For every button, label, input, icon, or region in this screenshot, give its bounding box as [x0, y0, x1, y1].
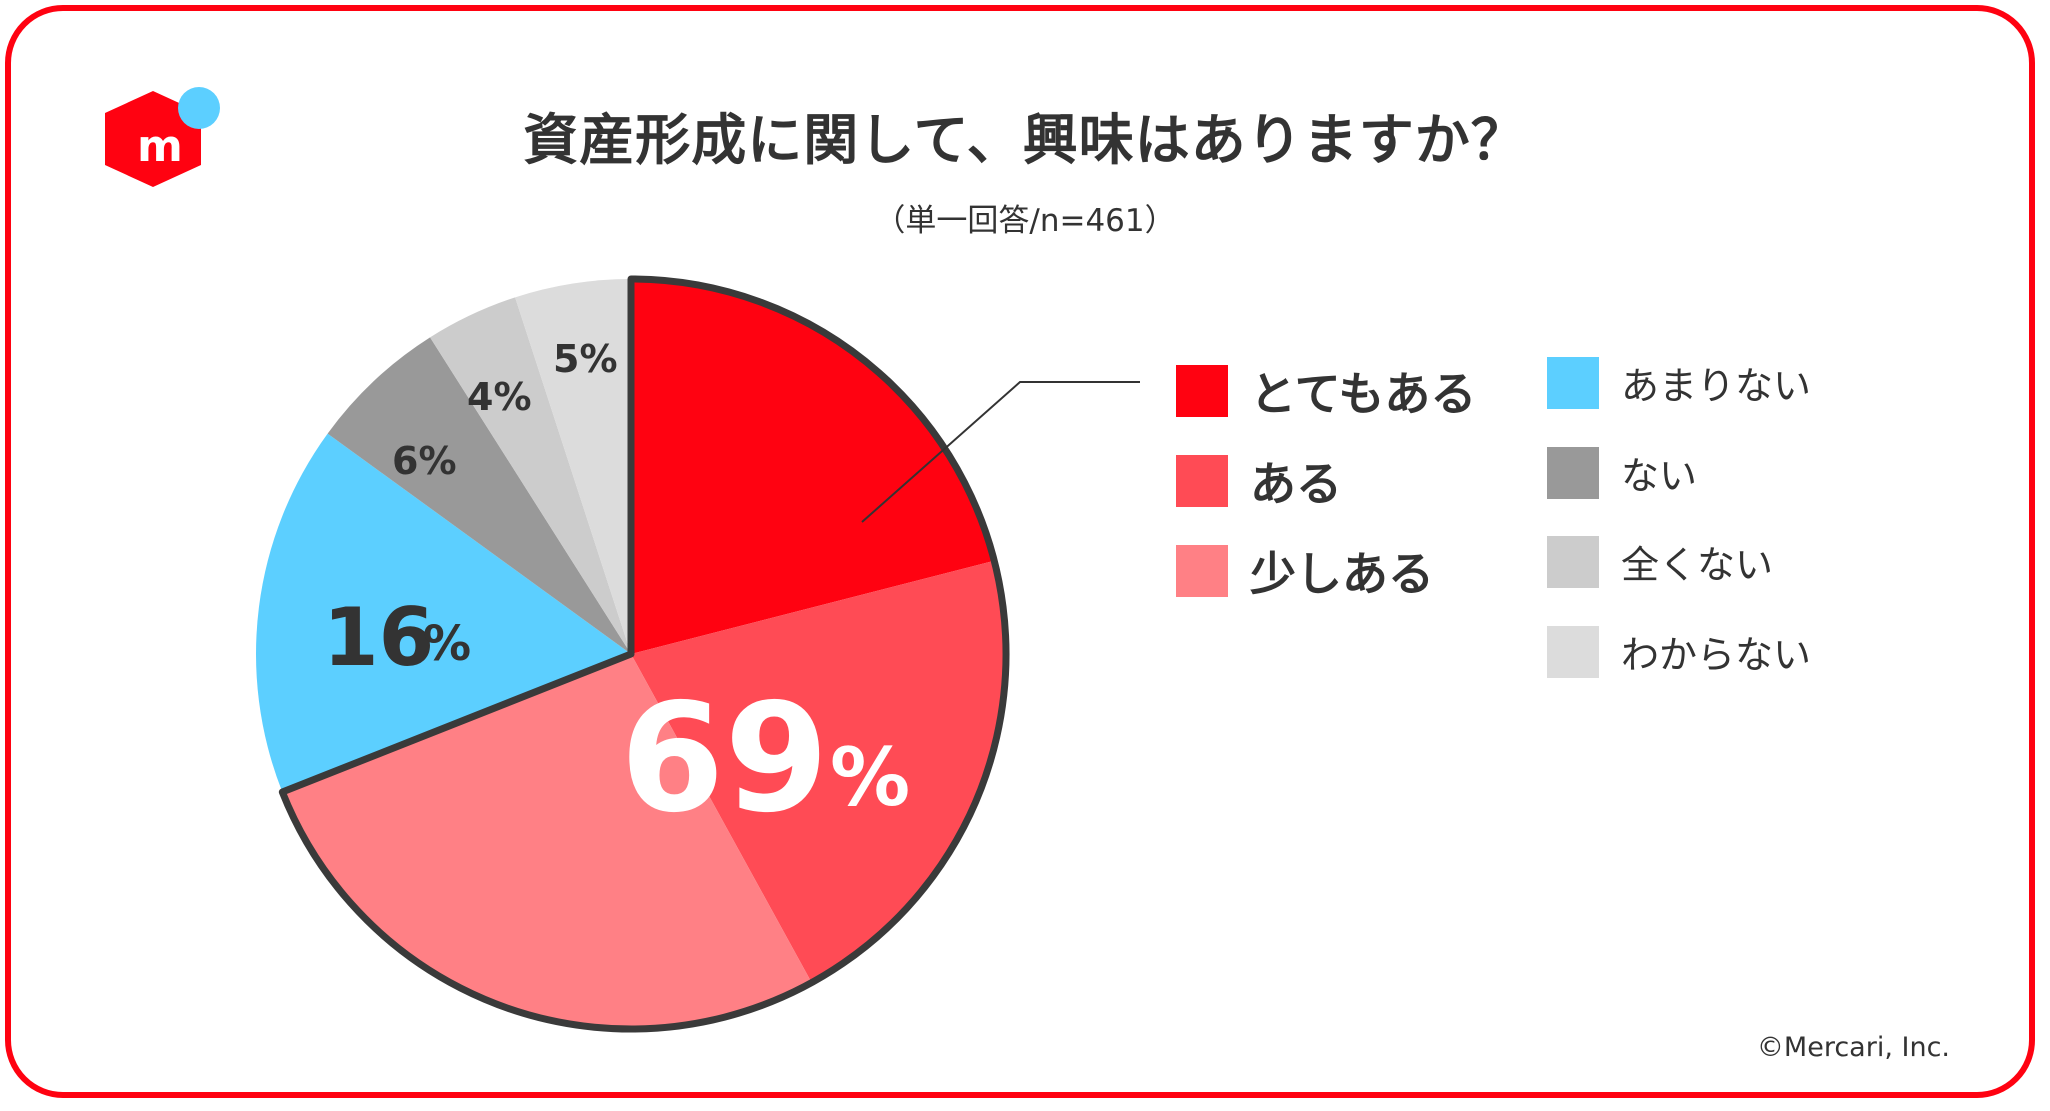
- label-wakaranai: 5%: [553, 337, 618, 381]
- legend-item-amarinai: あまりない: [1547, 355, 1811, 410]
- logo-dot: [178, 87, 220, 129]
- pie-slice-1: [631, 279, 995, 654]
- label-nai: 6%: [392, 439, 457, 483]
- legend-item-nai: ない: [1547, 445, 1697, 500]
- legend-label: とてもある: [1250, 367, 1477, 421]
- legend-item-mattakunai: 全くない: [1547, 534, 1773, 589]
- label-amarinai-value: 16: [323, 591, 434, 684]
- label-mattakunai: 4%: [467, 375, 532, 419]
- label-amarinai-percent: %: [423, 616, 471, 672]
- legend-swatch: [1176, 455, 1228, 507]
- pie-slice-2: [631, 560, 1006, 983]
- interested-group-outline: [278, 275, 1010, 1033]
- legend-swatch: [1547, 535, 1599, 588]
- pie-slice-5: [327, 337, 631, 654]
- legend-label: ある: [1250, 457, 1342, 511]
- copyright: ©Mercari, Inc.: [1756, 1032, 1950, 1063]
- label-interested-total: 69: [620, 672, 829, 846]
- chart-subtitle: （単一回答/n=461）: [874, 203, 1176, 239]
- legend-item-wakaranai: わからない: [1547, 624, 1811, 679]
- legend-item-sukoshiaru: 少しある: [1176, 538, 1434, 604]
- legend-swatch: [1547, 446, 1599, 499]
- legend-swatch: [1176, 545, 1228, 597]
- legend-label: 全くない: [1621, 543, 1774, 587]
- chart-title: 資産形成に関して、興味はありますか？: [523, 108, 1527, 172]
- pie-slice-7: [515, 279, 631, 654]
- logo-letter: m: [137, 121, 183, 172]
- pie-slice-4: [256, 433, 631, 793]
- legend-item-aru: ある: [1176, 448, 1342, 514]
- logo-box: [105, 91, 201, 187]
- pie-slice-3: [282, 654, 812, 1029]
- leader-line: [861, 381, 1140, 523]
- legend-label: 少しある: [1250, 547, 1434, 601]
- pie-slice-6: [430, 297, 631, 654]
- legend-swatch: [1176, 365, 1228, 417]
- legend-swatch: [1547, 356, 1599, 409]
- mercari-logo-icon: m: [103, 83, 223, 198]
- legend-label: わからない: [1621, 633, 1812, 677]
- legend-swatch: [1547, 625, 1599, 678]
- legend-label: あまりない: [1621, 364, 1812, 408]
- legend-item-totemoaru: とてもある: [1176, 358, 1476, 424]
- legend-label: ない: [1621, 454, 1698, 498]
- label-interested-percent: %: [830, 731, 910, 824]
